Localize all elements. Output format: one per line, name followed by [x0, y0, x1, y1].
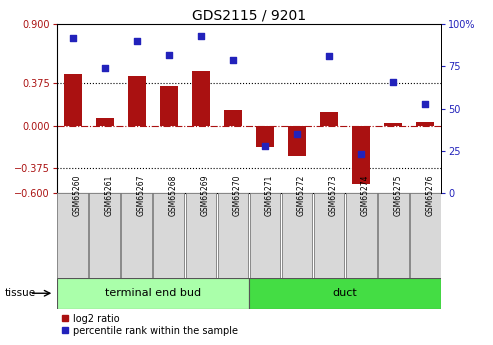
Bar: [57, 193, 88, 278]
Bar: [346, 193, 377, 278]
Bar: [217, 193, 248, 278]
Text: GSM65269: GSM65269: [201, 175, 210, 216]
Bar: [192, 71, 210, 126]
Point: [421, 101, 429, 106]
Bar: [282, 193, 313, 278]
Point: [165, 52, 173, 57]
Bar: [417, 122, 434, 126]
Point: [293, 131, 301, 137]
Bar: [352, 126, 370, 184]
Bar: [128, 76, 145, 126]
Bar: [185, 193, 216, 278]
Bar: [96, 118, 113, 126]
Bar: [57, 278, 249, 309]
Bar: [153, 193, 184, 278]
Text: GSM65272: GSM65272: [297, 175, 306, 216]
Bar: [385, 123, 402, 126]
Bar: [256, 126, 274, 147]
Point: [101, 65, 108, 71]
Text: GSM65275: GSM65275: [393, 175, 402, 216]
Bar: [249, 278, 441, 309]
Text: GSM65268: GSM65268: [169, 175, 178, 216]
Point: [197, 33, 205, 39]
Bar: [64, 74, 81, 126]
Point: [389, 79, 397, 85]
Text: GDS2115 / 9201: GDS2115 / 9201: [192, 9, 306, 23]
Text: GSM65261: GSM65261: [105, 175, 114, 216]
Bar: [249, 193, 281, 278]
Text: duct: duct: [333, 288, 357, 298]
Bar: [320, 112, 338, 126]
Point: [133, 38, 141, 44]
Bar: [288, 126, 306, 156]
Text: GSM65276: GSM65276: [425, 175, 434, 216]
Bar: [121, 193, 152, 278]
Bar: [378, 193, 409, 278]
Text: GSM65271: GSM65271: [265, 175, 274, 216]
Text: tissue: tissue: [5, 288, 36, 298]
Point: [261, 143, 269, 149]
Bar: [160, 86, 177, 126]
Text: GSM65273: GSM65273: [329, 175, 338, 216]
Point: [357, 151, 365, 157]
Text: GSM65260: GSM65260: [73, 175, 82, 216]
Text: terminal end bud: terminal end bud: [105, 288, 201, 298]
Point: [69, 35, 77, 40]
Bar: [410, 193, 441, 278]
Point: [229, 57, 237, 62]
Text: GSM65274: GSM65274: [361, 175, 370, 216]
Bar: [224, 110, 242, 126]
Legend: log2 ratio, percentile rank within the sample: log2 ratio, percentile rank within the s…: [62, 314, 238, 336]
Bar: [89, 193, 120, 278]
Text: GSM65270: GSM65270: [233, 175, 242, 216]
Text: GSM65267: GSM65267: [137, 175, 146, 216]
Point: [325, 53, 333, 59]
Bar: [314, 193, 345, 278]
